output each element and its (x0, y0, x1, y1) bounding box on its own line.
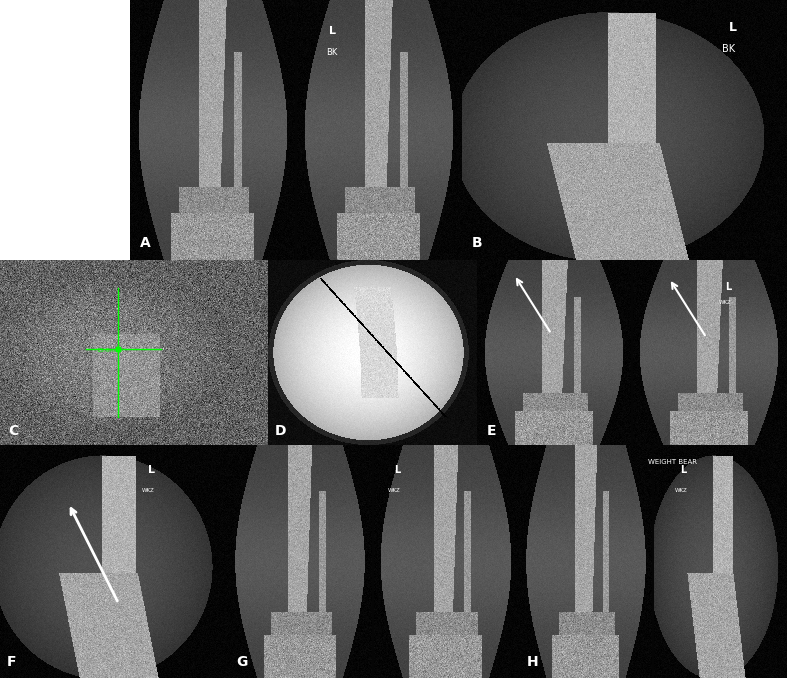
Text: D: D (275, 424, 286, 437)
Text: WKZ: WKZ (388, 487, 401, 493)
Text: L: L (729, 21, 737, 34)
Text: C: C (8, 424, 18, 437)
Text: L: L (680, 465, 686, 475)
Text: WKZ: WKZ (674, 487, 687, 493)
Text: L: L (725, 281, 731, 292)
Text: L: L (329, 26, 336, 36)
Text: H: H (527, 655, 538, 669)
Text: E: E (486, 424, 496, 437)
Text: G: G (237, 655, 248, 669)
Text: F: F (7, 655, 17, 669)
Text: A: A (140, 235, 150, 250)
Text: BK: BK (326, 47, 338, 56)
Text: WKZ: WKZ (719, 300, 732, 305)
Text: B: B (471, 235, 482, 250)
Text: WEIGHT BEAR: WEIGHT BEAR (648, 458, 696, 464)
Text: L: L (394, 465, 400, 475)
Text: L: L (148, 465, 155, 475)
Text: BK: BK (722, 44, 735, 54)
Text: WKZ: WKZ (142, 487, 154, 493)
Text: 15.0mm: 15.0mm (97, 348, 122, 353)
